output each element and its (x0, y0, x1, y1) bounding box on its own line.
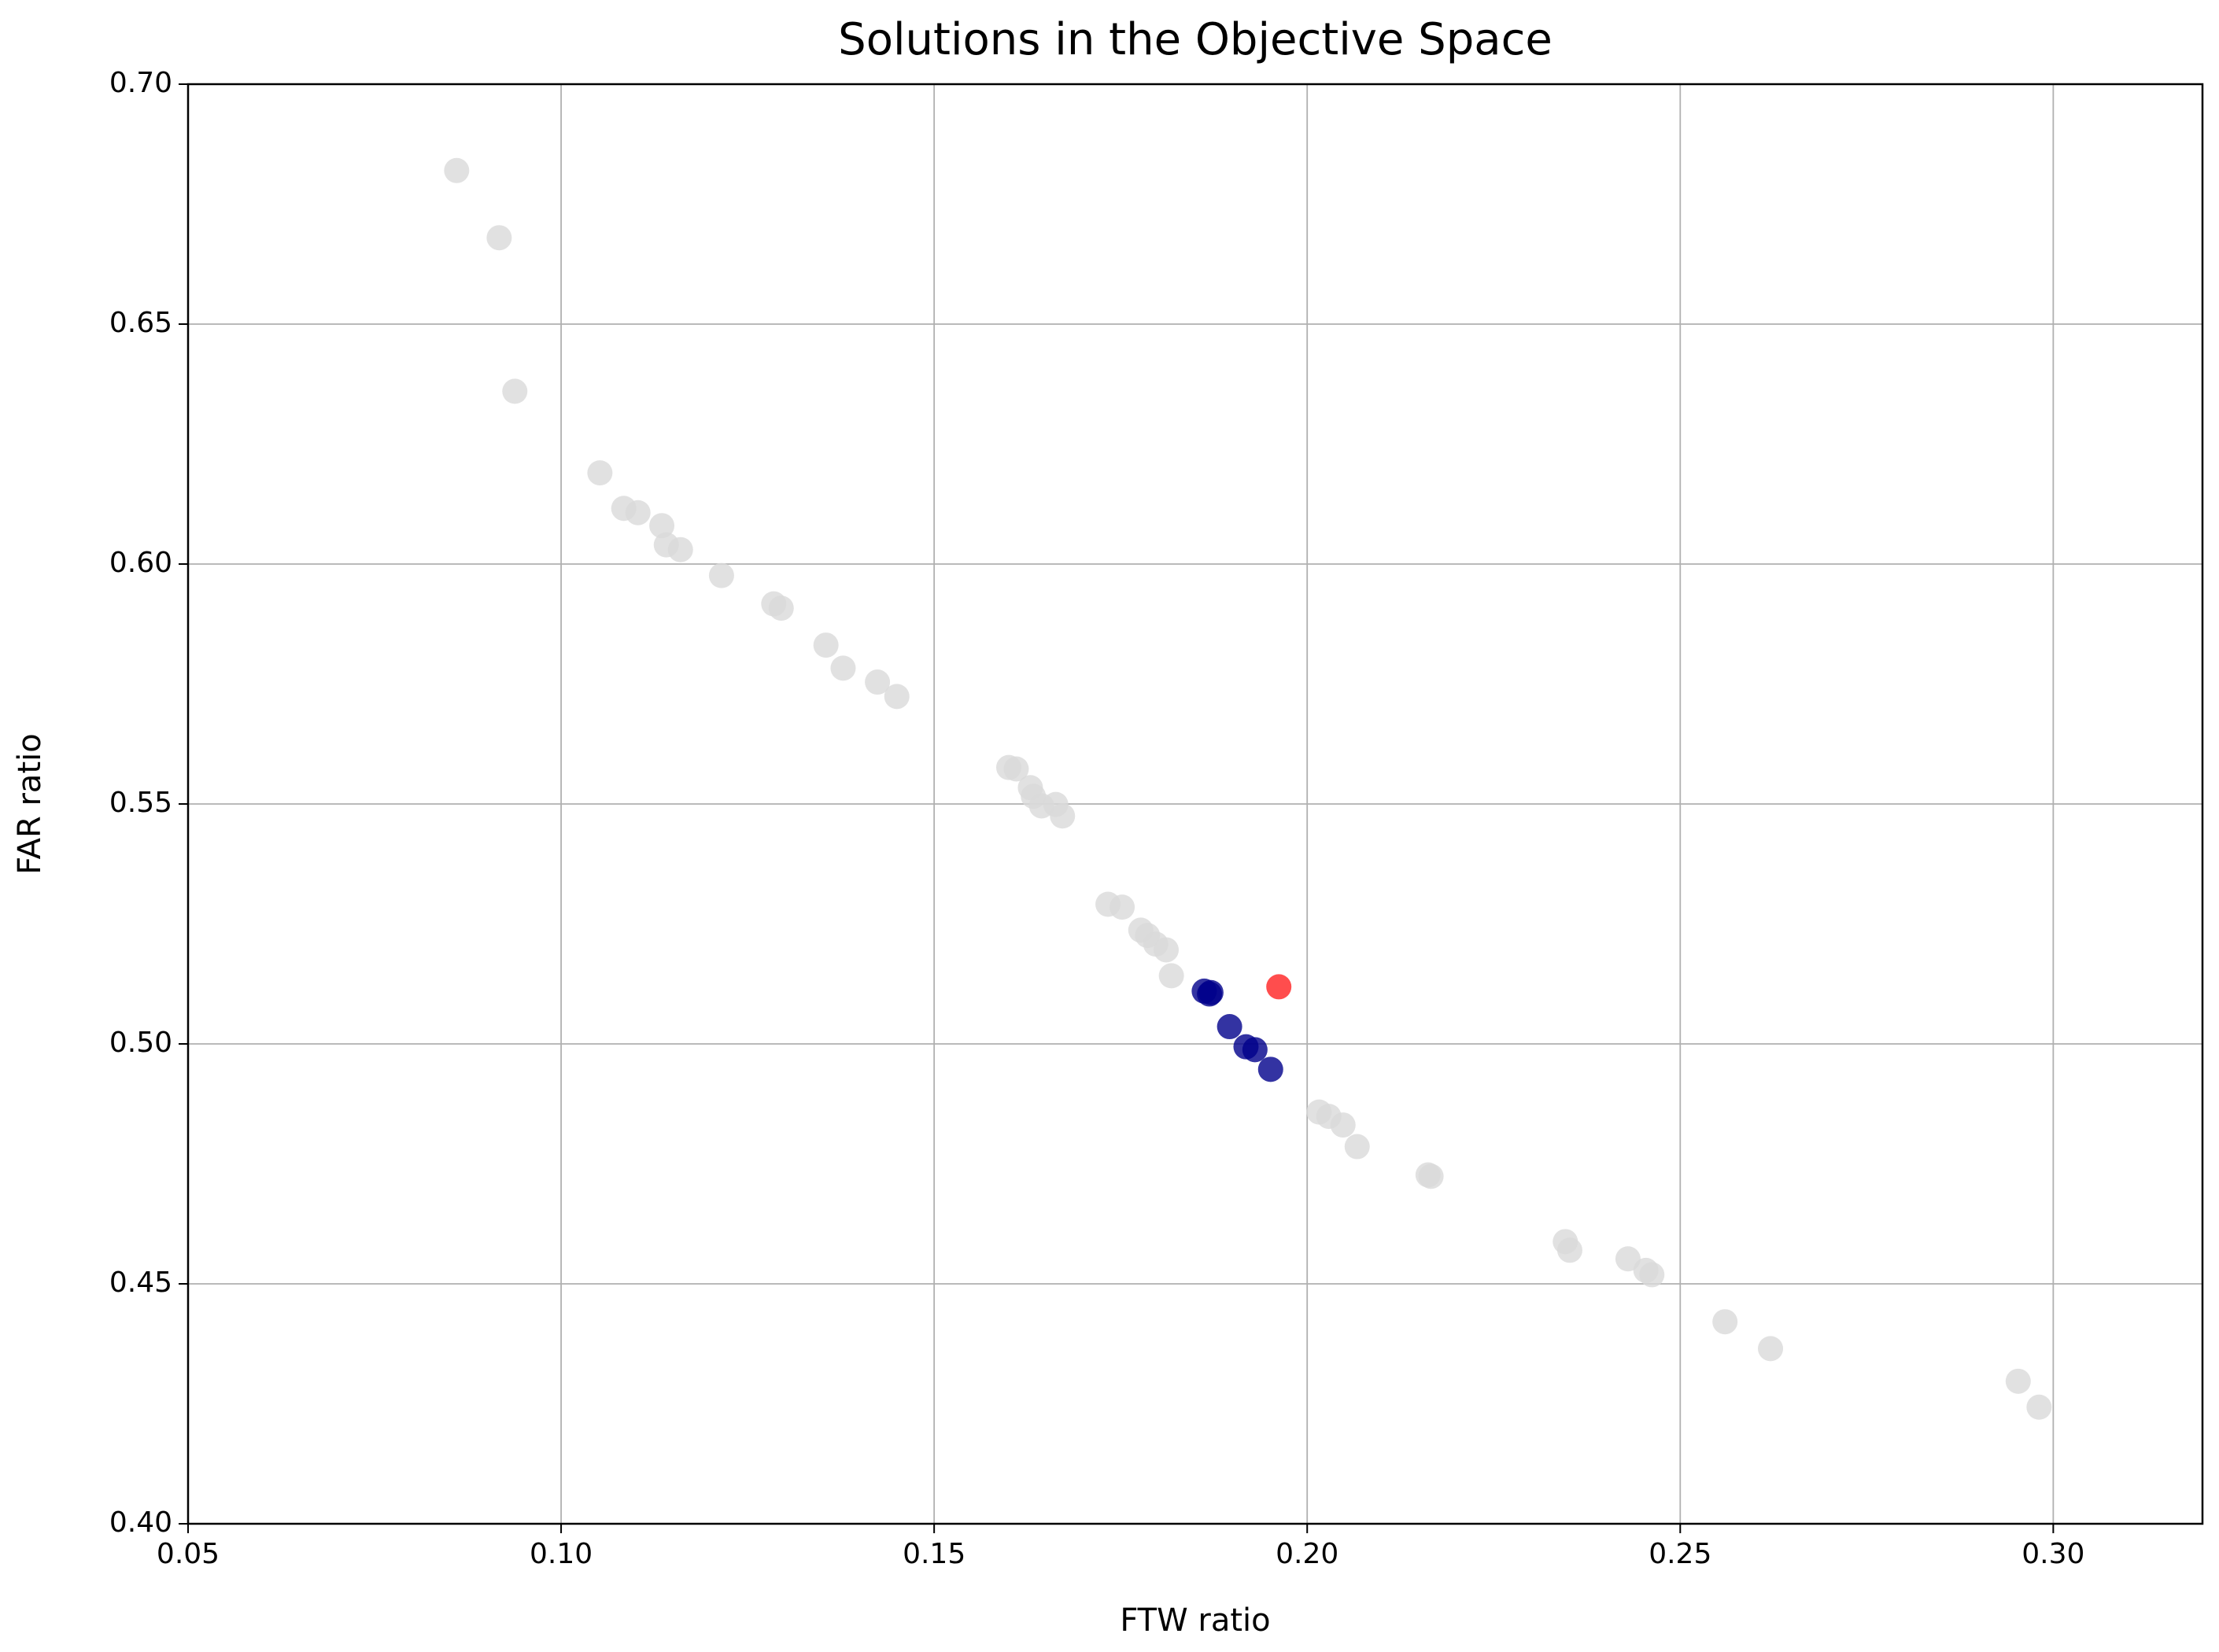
point (1242, 1037, 1268, 1063)
point (830, 655, 856, 681)
y-tick-label: 0.60 (109, 547, 172, 579)
point (1615, 1246, 1641, 1272)
y-tick-label: 0.45 (109, 1267, 172, 1299)
point (1257, 1056, 1283, 1082)
point (1050, 803, 1076, 829)
x-axis-label: FTW ratio (1120, 1602, 1270, 1639)
x-tick-label: 0.20 (1276, 1538, 1338, 1570)
point (1266, 974, 1292, 1000)
point (667, 537, 693, 562)
point (2026, 1394, 2052, 1420)
point (884, 684, 910, 710)
point (768, 596, 794, 621)
y-tick-label: 0.50 (109, 1027, 172, 1059)
point (1003, 756, 1029, 782)
point (1639, 1262, 1665, 1288)
point (444, 157, 470, 183)
point (587, 460, 613, 486)
x-tick-label: 0.25 (1649, 1538, 1711, 1570)
point (813, 632, 839, 658)
x-tick-label: 0.30 (2021, 1538, 2084, 1570)
point (1418, 1163, 1444, 1189)
point (649, 513, 675, 539)
point (1154, 937, 1180, 963)
point (1556, 1237, 1582, 1263)
x-tick-label: 0.15 (903, 1538, 966, 1570)
point (1197, 981, 1223, 1007)
point (708, 562, 734, 588)
y-tick-label: 0.70 (109, 67, 172, 99)
x-tick-label: 0.05 (157, 1538, 220, 1570)
point (1110, 894, 1135, 920)
y-tick-label: 0.65 (109, 307, 172, 339)
point (1758, 1336, 1784, 1362)
point (502, 378, 528, 404)
point (1330, 1112, 1356, 1138)
point (2005, 1368, 2031, 1394)
point (865, 669, 891, 695)
point (486, 225, 512, 251)
y-axis-label: FAR ratio (12, 733, 48, 874)
point (1217, 1014, 1242, 1040)
x-tick-label: 0.10 (530, 1538, 593, 1570)
point (1344, 1134, 1370, 1160)
y-tick-label: 0.55 (109, 787, 172, 819)
point (625, 500, 651, 525)
y-tick-label: 0.40 (109, 1506, 172, 1539)
plot-frame (186, 83, 2204, 1525)
chart-title: Solutions in the Objective Space (838, 14, 1553, 65)
point (1158, 963, 1184, 989)
point (1712, 1309, 1738, 1335)
